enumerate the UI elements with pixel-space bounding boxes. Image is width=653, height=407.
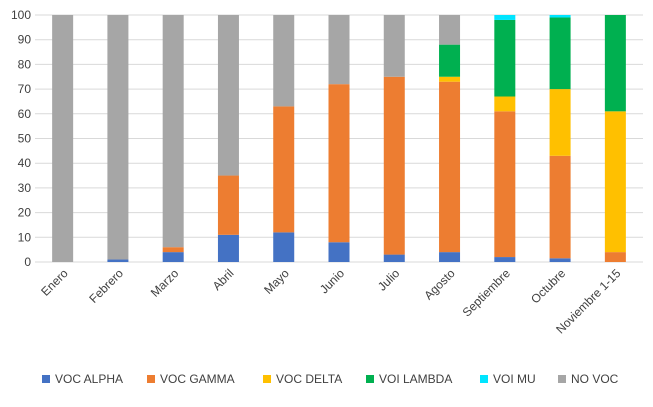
bar-segment	[549, 155, 571, 259]
bar-segment	[217, 234, 239, 262]
legend: VOC ALPHA VOC GAMMA VOC DELTA VOI LAMBDA VOI…	[42, 372, 619, 386]
x-tick-label: Junio	[317, 266, 347, 296]
legend-label: VOC DELTA	[276, 372, 342, 386]
bar-segment	[383, 15, 405, 77]
x-axis: Enero Febrero Marzo Abril Mayo Junio Julio Agos…	[38, 266, 624, 336]
y-tick-label: 100	[11, 8, 31, 22]
legend-swatch	[263, 375, 271, 383]
bar-segment	[273, 232, 295, 262]
bar-segment	[604, 252, 626, 262]
legend-label: NO VOC	[571, 372, 619, 386]
legend-label: VOC GAMMA	[160, 372, 235, 386]
bar-segment	[328, 84, 350, 243]
x-tick-label: Abril	[210, 266, 237, 293]
y-tick-label: 20	[18, 206, 32, 220]
bar-segment	[439, 44, 461, 77]
bar-segment	[328, 15, 350, 85]
y-tick-label: 90	[18, 33, 32, 47]
legend-swatch	[366, 375, 374, 383]
bar-segment	[604, 15, 626, 112]
bar-segment	[162, 15, 184, 248]
bar-segment	[217, 175, 239, 235]
y-tick-label: 80	[18, 57, 32, 71]
bar-segment	[107, 259, 129, 262]
bar-segment	[494, 96, 516, 112]
legend-label: VOI MU	[493, 372, 536, 386]
bar-segment	[162, 247, 184, 253]
bar-segment	[273, 15, 295, 107]
y-tick-label: 50	[18, 132, 32, 146]
legend-label: VOI LAMBDA	[379, 372, 452, 386]
x-tick-label: Julio	[375, 266, 403, 294]
bar-segment	[439, 76, 461, 82]
x-tick-label: Enero	[38, 266, 71, 299]
x-tick-label: Octubre	[528, 266, 568, 306]
bar-segment	[273, 106, 295, 233]
bar-segment	[549, 89, 571, 156]
legend-label: VOC ALPHA	[55, 372, 123, 386]
bar-segment	[439, 81, 461, 253]
bar-segment	[494, 257, 516, 262]
bar-segment	[494, 111, 516, 258]
bar-segment	[162, 252, 184, 262]
bar-segment	[439, 15, 461, 45]
x-tick-label: Febrero	[86, 266, 126, 306]
x-tick-label: Septiembre	[460, 266, 514, 320]
y-tick-label: 60	[18, 107, 32, 121]
bar-segment	[494, 15, 516, 20]
x-tick-label: Mayo	[261, 266, 292, 297]
bars	[52, 15, 626, 262]
x-tick-label: Agosto	[421, 266, 458, 303]
y-tick-label: 40	[18, 156, 32, 170]
bar-segment	[107, 15, 129, 260]
y-tick-label: 0	[24, 255, 31, 269]
legend-swatch	[147, 375, 155, 383]
y-tick-label: 30	[18, 181, 32, 195]
bar-segment	[383, 254, 405, 262]
bar-segment	[328, 242, 350, 262]
legend-swatch	[480, 375, 488, 383]
bar-segment	[383, 76, 405, 255]
bar-segment	[494, 19, 516, 97]
y-tick-label: 10	[18, 230, 32, 244]
bar-segment	[604, 111, 626, 253]
bar-segment	[439, 252, 461, 262]
legend-swatch	[558, 375, 566, 383]
bar-segment	[549, 258, 571, 262]
y-tick-label: 70	[18, 82, 32, 96]
legend-swatch	[42, 375, 50, 383]
bar-segment	[52, 15, 74, 262]
bar-segment	[549, 15, 571, 18]
x-tick-label: Marzo	[148, 266, 182, 300]
bar-segment	[549, 17, 571, 90]
y-axis: 0 10 20 30 40 50 60 70 80 90 100	[11, 8, 31, 269]
bar-segment	[217, 15, 239, 176]
